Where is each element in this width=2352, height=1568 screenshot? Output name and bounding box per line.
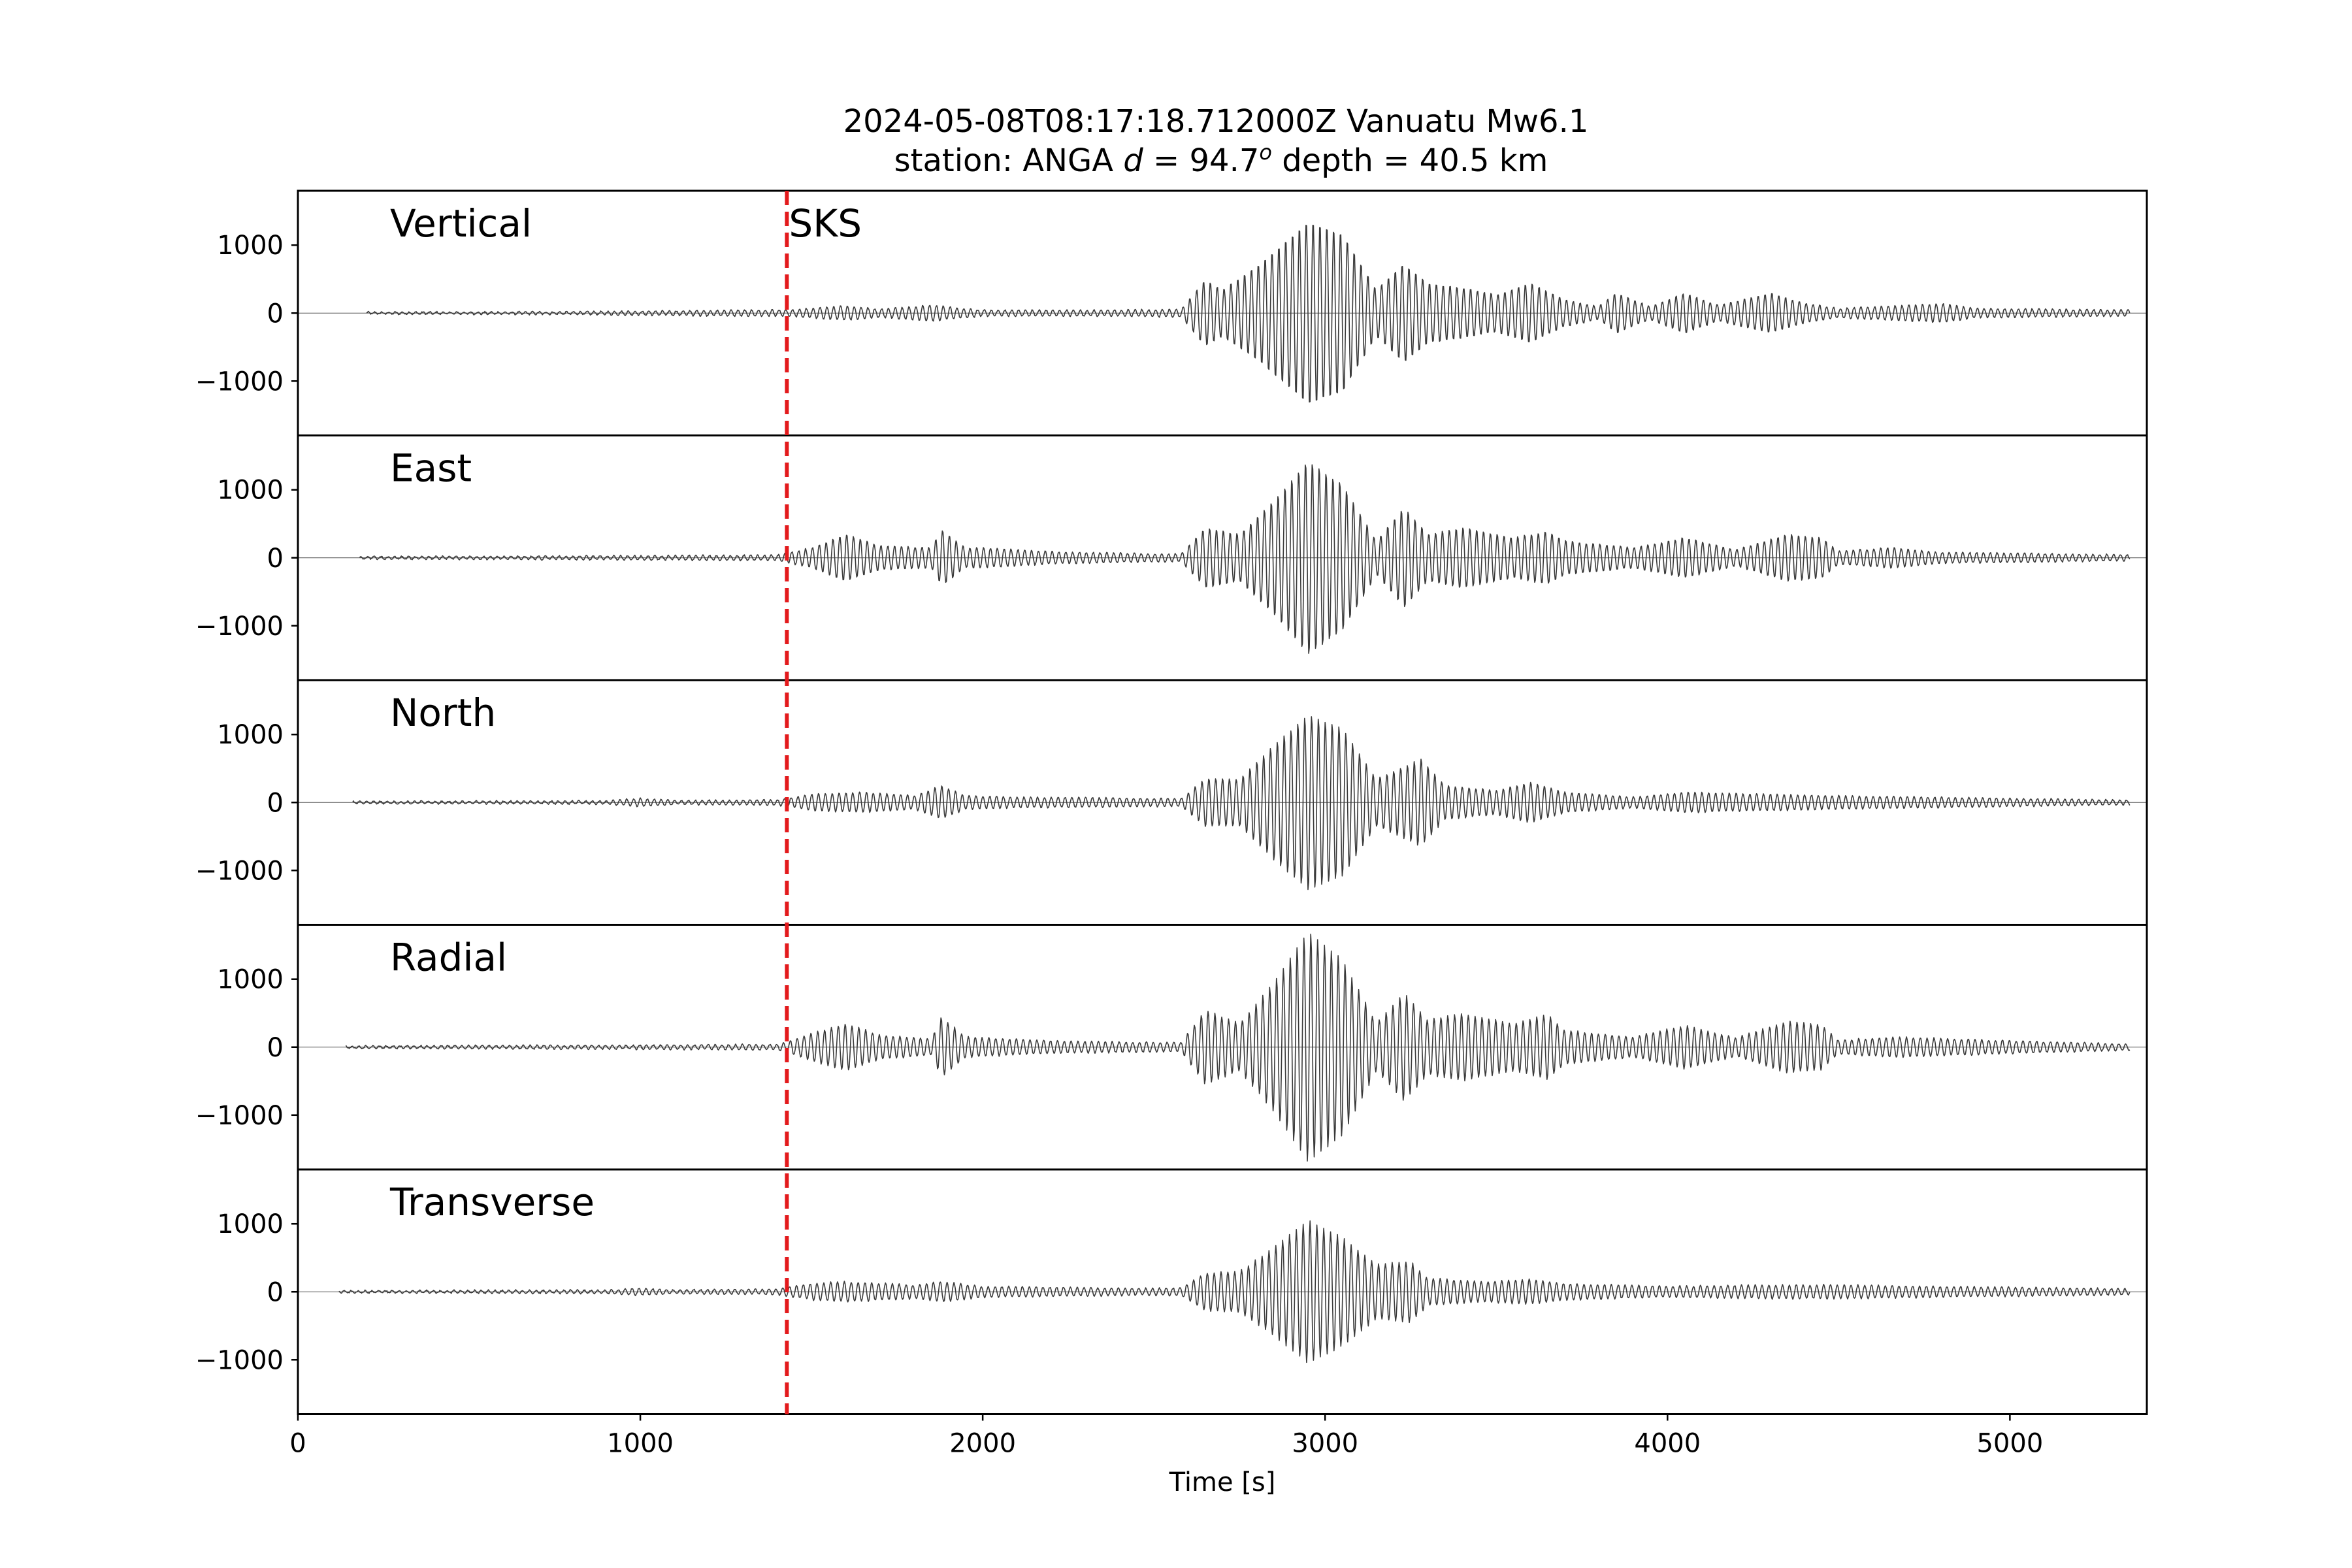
- y-tick-label: 1000: [217, 965, 284, 995]
- y-tick-label: −1000: [195, 1101, 284, 1131]
- y-tick-label: −1000: [195, 612, 284, 642]
- chart-title-line-2: station: ANGA d = 94.7o depth = 40.5 km: [894, 140, 1548, 179]
- y-tick-label: 0: [267, 544, 284, 574]
- chart-title-line-1: 2024-05-08T08:17:18.712000Z Vanuatu Mw6.…: [843, 103, 1589, 140]
- panel-label: Transverse: [389, 1180, 595, 1224]
- x-axis: 0 1000 2000 3000 4000 5000: [289, 1414, 2043, 1459]
- waveform-trace: [366, 225, 2131, 403]
- y-tick-label: 1000: [217, 476, 284, 506]
- panel-label: North: [390, 691, 496, 735]
- y-tick-label: 0: [267, 299, 284, 329]
- x-tick-label: 3000: [1292, 1429, 1358, 1459]
- panel-label: East: [390, 446, 472, 491]
- x-tick-label: 1000: [607, 1429, 674, 1459]
- panel-north: 1000 0 −1000 North: [195, 679, 2148, 926]
- sks-marker-label: SKS: [789, 201, 862, 246]
- y-tick-label: −1000: [195, 1345, 284, 1375]
- y-tick-label: 1000: [217, 231, 284, 261]
- y-tick-label: 1000: [217, 1209, 284, 1239]
- y-tick-label: 0: [267, 788, 284, 818]
- x-tick-label: 0: [289, 1429, 306, 1459]
- panel-east: 1000 0 −1000 East: [195, 434, 2148, 681]
- x-tick-label: 5000: [1976, 1429, 2043, 1459]
- y-tick-label: 1000: [217, 720, 284, 750]
- panel-transverse: 1000 0 −1000 Transverse: [195, 1168, 2148, 1415]
- waveform-trace: [359, 464, 2131, 654]
- panel-label: Radial: [390, 936, 507, 980]
- x-tick-label: 4000: [1634, 1429, 1701, 1459]
- panel-label: Vertical: [390, 201, 532, 246]
- waveform-trace: [338, 1220, 2131, 1364]
- panels-group: 1000 0 −1000 Vertical 1000 0 −1000 East 1000 0 −10…: [195, 189, 2148, 1415]
- y-tick-label: −1000: [195, 856, 284, 886]
- x-tick-label: 2000: [949, 1429, 1016, 1459]
- waveform-trace: [352, 716, 2131, 890]
- y-tick-label: 0: [267, 1277, 284, 1307]
- phase-marker: SKS: [785, 191, 862, 1414]
- panel-radial: 1000 0 −1000 Radial: [195, 924, 2148, 1171]
- panel-vertical: 1000 0 −1000 Vertical: [195, 189, 2148, 436]
- waveform-trace: [345, 934, 2131, 1162]
- y-tick-label: 0: [267, 1033, 284, 1063]
- x-axis-label: Time [s]: [1169, 1467, 1276, 1497]
- y-tick-label: −1000: [195, 367, 284, 397]
